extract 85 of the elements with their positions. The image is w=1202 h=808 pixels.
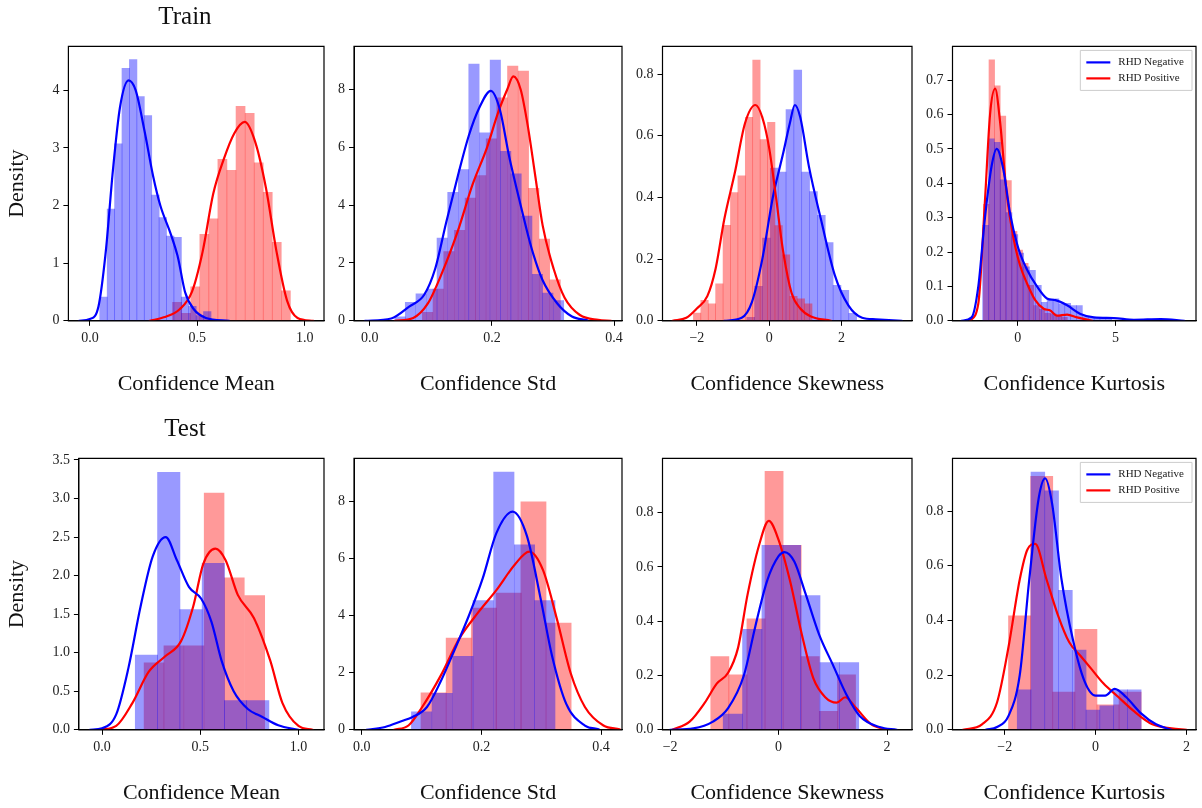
x-tick-label: 0.5 <box>191 738 210 754</box>
y-axis-title: Density <box>2 149 28 218</box>
y-tick-label: 0.0 <box>52 721 70 737</box>
y-tick-label: 0.2 <box>926 666 944 682</box>
y-tick-label: 0.8 <box>636 65 654 81</box>
y-tick-label: 0.4 <box>926 174 944 190</box>
y-tick-label: 8 <box>338 81 345 97</box>
x-tick-label: 0.0 <box>353 738 371 754</box>
y-tick-label: 2 <box>52 197 60 213</box>
y-tick-label: 2.0 <box>52 567 70 583</box>
y-tick-label: 0.0 <box>636 312 654 328</box>
x-tick-label: 0.0 <box>93 738 111 754</box>
y-tick-label: 1.5 <box>52 605 70 621</box>
x-tick-label: 0 <box>775 738 783 754</box>
x-tick-label: 5 <box>1112 329 1120 345</box>
y-tick-label: 0.0 <box>636 721 654 737</box>
y-tick-label: 0.7 <box>926 71 944 87</box>
y-tick-label: 0.3 <box>926 209 944 225</box>
x-axis-title: Confidence Kurtosis <box>983 778 1165 804</box>
y-tick-label: 0.4 <box>926 612 944 628</box>
y-tick-label: 8 <box>338 493 345 509</box>
y-tick-label: 3.5 <box>52 451 70 467</box>
x-tick-label: 0.5 <box>188 329 207 345</box>
y-axis-title: Density <box>2 559 28 629</box>
y-tick-label: 3 <box>52 139 60 155</box>
y-tick-label: 0.6 <box>636 558 654 574</box>
y-tick-label: 0.8 <box>636 504 654 520</box>
y-tick-label: 0.4 <box>636 612 654 628</box>
x-tick-label: −2 <box>662 738 678 754</box>
y-tick-label: 2 <box>338 254 345 270</box>
legend-label: RHD Negative <box>1118 467 1185 480</box>
legend-label: RHD Positive <box>1118 483 1180 496</box>
x-axis-title: Confidence Std <box>419 778 557 804</box>
x-tick-label: −2 <box>997 738 1013 754</box>
y-tick-label: 1 <box>52 254 60 270</box>
x-axis-title: Confidence Mean <box>122 778 280 804</box>
y-tick-label: 0.0 <box>926 312 944 328</box>
x-tick-label: 0.0 <box>81 329 99 345</box>
x-tick-label: 0.4 <box>605 329 623 345</box>
x-axis-title: Confidence Kurtosis <box>983 369 1165 395</box>
y-tick-label: 0.6 <box>636 127 654 143</box>
x-tick-label: 2 <box>1182 738 1190 754</box>
y-tick-label: 6 <box>338 138 345 154</box>
chart-title: Test <box>163 414 207 442</box>
chart-title: Train <box>157 2 213 30</box>
x-tick-label: 1.0 <box>295 329 314 345</box>
y-tick-label: 3.0 <box>52 490 70 506</box>
x-tick-label: 2 <box>837 329 845 345</box>
x-tick-label: 0.2 <box>472 738 491 754</box>
y-tick-label: 0.1 <box>926 278 944 294</box>
y-tick-label: 0 <box>52 312 60 328</box>
y-tick-label: 0.5 <box>926 140 944 156</box>
y-tick-label: 0.5 <box>52 682 70 698</box>
x-tick-label: −2 <box>689 329 705 345</box>
x-axis-title: Confidence Mean <box>117 369 275 395</box>
y-tick-label: 0.2 <box>926 243 944 259</box>
y-tick-label: 6 <box>338 550 345 566</box>
x-tick-label: 0.4 <box>592 738 610 754</box>
y-tick-label: 0.2 <box>636 250 654 266</box>
y-tick-label: 0.6 <box>926 106 944 122</box>
y-tick-label: 1.0 <box>52 644 70 660</box>
y-tick-label: 0.4 <box>636 189 654 205</box>
y-tick-label: 4 <box>338 607 345 623</box>
y-tick-label: 0 <box>338 312 345 328</box>
x-tick-label: 0 <box>765 329 773 345</box>
legend-label: RHD Negative <box>1118 55 1185 68</box>
y-tick-label: 0.6 <box>926 557 944 573</box>
x-tick-label: 2 <box>883 738 891 754</box>
x-tick-label: 0 <box>1092 738 1100 754</box>
y-tick-label: 4 <box>338 196 345 212</box>
x-tick-label: 0 <box>1014 329 1022 345</box>
y-tick-label: 0.2 <box>636 667 654 683</box>
y-tick-label: 2.5 <box>52 528 70 544</box>
x-tick-label: 0.0 <box>361 329 379 345</box>
legend-label: RHD Positive <box>1118 71 1180 84</box>
x-tick-label: 0.2 <box>483 329 501 345</box>
y-tick-label: 0.0 <box>926 721 944 737</box>
y-tick-label: 2 <box>338 664 345 680</box>
y-tick-label: 4 <box>52 81 60 97</box>
x-axis-title: Confidence Std <box>419 369 557 395</box>
y-tick-label: 0 <box>338 721 345 737</box>
y-tick-label: 0.8 <box>926 502 944 518</box>
x-axis-title: Confidence Skewness <box>690 369 885 395</box>
x-axis-title: Confidence Skewness <box>690 778 885 804</box>
x-tick-label: 1.0 <box>289 738 308 754</box>
